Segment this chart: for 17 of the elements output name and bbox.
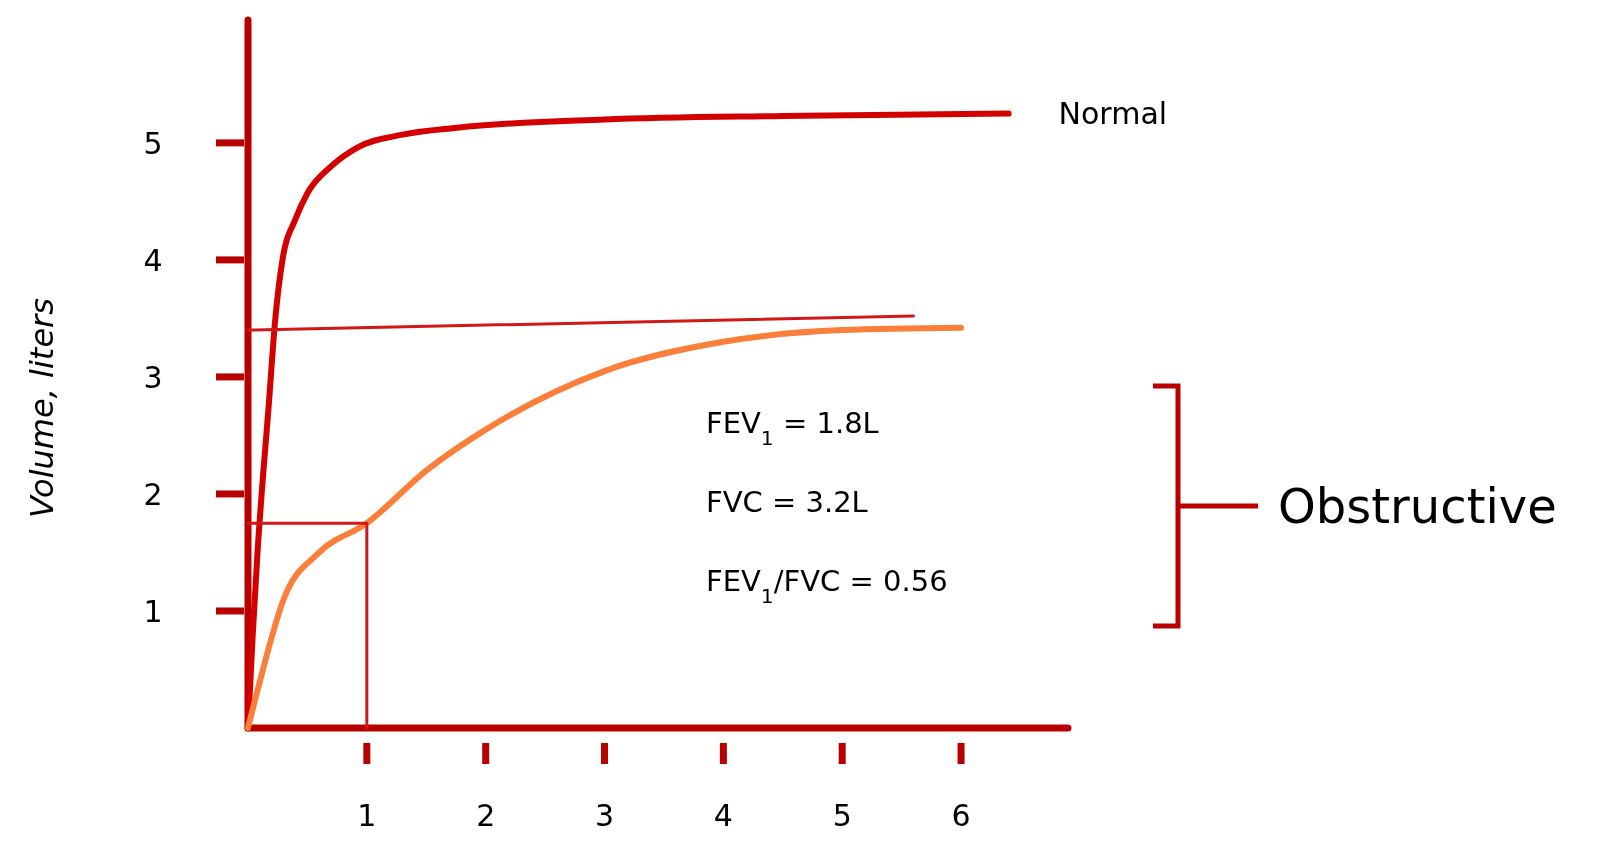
x-tick-label: 2 [476, 798, 496, 833]
x-tick-label: 1 [357, 798, 377, 833]
x-tick-label: 5 [832, 798, 852, 833]
annotation: FEV$_{1}$/FVC = 0.56 [706, 564, 948, 608]
y-axis-title: Volume, liters [23, 298, 61, 518]
x-tick-label: 4 [713, 798, 733, 833]
y-tick-label: 3 [143, 359, 163, 395]
annotation: FEV$_{1}$ = 1.8L [706, 406, 879, 450]
series-label: Normal [1058, 95, 1168, 131]
y-tick-label: 5 [143, 125, 163, 161]
annotation: FVC = 3.2L [706, 485, 868, 519]
y-tick-label: 2 [143, 476, 163, 512]
text: Obstructive [1278, 478, 1557, 534]
x-tick-label: 6 [951, 798, 971, 833]
y-tick-label: 1 [143, 593, 163, 629]
x-tick-label: 3 [594, 798, 615, 833]
y-tick-label: 4 [143, 242, 163, 278]
